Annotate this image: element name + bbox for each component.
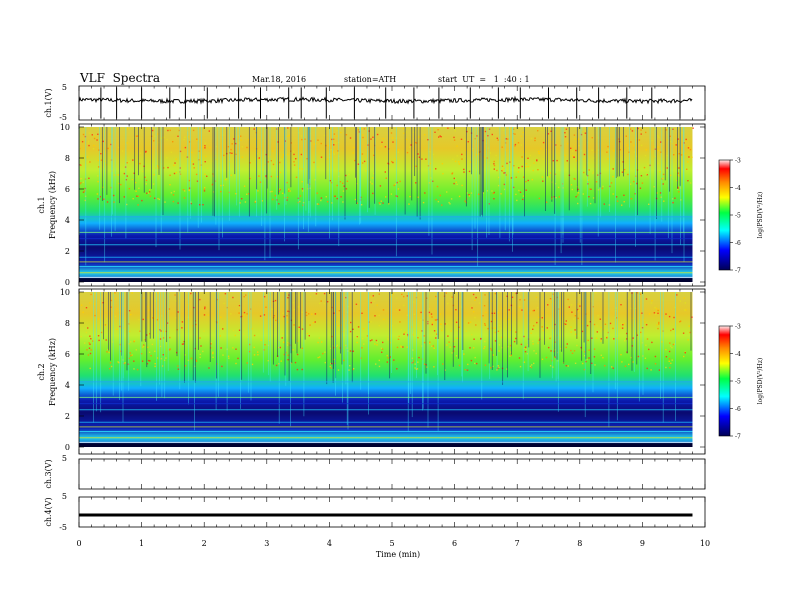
ch1-ytick-bottom: -5 [59, 113, 67, 122]
ch2-colorbar: -3 -4 -5 -6 -7 log(PSD(V²/Hz) [718, 324, 764, 441]
ch1-colorbar-label: log(PSD(V²/Hz) [757, 192, 764, 239]
colorbar-tick-label: -6 [735, 240, 741, 247]
ch1-spectrogram-texture [79, 127, 694, 282]
frequency-tick-label: 6 [65, 185, 70, 194]
frequency-tick-label: 4 [65, 381, 70, 390]
x-axis-tick-labels: 0 1 2 3 4 5 6 7 8 9 10 [76, 539, 710, 548]
colorbar-tick-label: -4 [735, 351, 741, 358]
ch3-ytick-top: 5 [62, 454, 67, 463]
ch4-ytick-top: 5 [62, 492, 67, 501]
x-tick-label: 9 [640, 539, 645, 548]
colorbar-tick-label: -3 [735, 158, 741, 165]
ch2-spec-ylabel-ch: ch.2 [37, 363, 46, 380]
frequency-tick-label: 6 [65, 350, 70, 359]
date-label: Mar.18, 2016 [252, 75, 307, 84]
x-tick-label: 4 [327, 539, 332, 548]
colorbar-tick-label: -5 [735, 213, 741, 220]
x-tick-label: 6 [452, 539, 457, 548]
frequency-tick-label: 0 [65, 443, 70, 452]
ch3-wave-ylabel: ch.3(V) [44, 459, 53, 488]
x-tick-label: 5 [389, 539, 394, 548]
x-tick-label: 0 [76, 539, 81, 548]
frequency-tick-label: 8 [65, 154, 70, 163]
panel-ch3-wave: 5 ch.3(V) [44, 454, 706, 490]
colorbar-tick-label: -5 [735, 379, 741, 386]
ch4-wave-ylabel: ch.4(V) [44, 497, 53, 526]
chart-title: VLF Spectra [80, 71, 161, 85]
panel-ch4-wave: 5 -5 ch.4(V) [44, 492, 706, 532]
x-tick-label: 7 [515, 539, 520, 548]
ch2-spectrogram-texture [79, 292, 693, 447]
colorbar-tick-label: -7 [735, 434, 741, 441]
panel-ch2-spectrogram: 0 2 4 6 8 10 ch.2 Frequency (kHz) -3 -4 -5 -6 -7 … [37, 288, 764, 455]
x-axis-label: Time (min) [376, 550, 420, 559]
x-tick-label: 10 [700, 539, 710, 548]
ch1-wave-ylabel: ch.1(V) [44, 88, 53, 117]
time-axis-ticks [78, 86, 706, 527]
panel-ch1-wave: 5 -5 ch.1(V) [44, 83, 706, 122]
x-tick-label: 2 [202, 539, 207, 548]
ch2-spec-ylabel: Frequency (kHz) [48, 338, 57, 406]
colorbar-tick-label: -4 [735, 185, 741, 192]
ch1-spec-ylabel-ch: ch.1 [37, 196, 46, 213]
ch1-spec-ylabel: Frequency (kHz) [48, 171, 57, 239]
frequency-tick-label: 10 [60, 288, 70, 297]
frequency-tick-label: 2 [65, 247, 70, 256]
frequency-tick-label: 2 [65, 412, 70, 421]
ch1-colorbar: -3 -4 -5 -6 -7 log(PSD(V²/Hz) [718, 158, 764, 275]
x-tick-label: 3 [264, 539, 269, 548]
start-time-label: start UT = 1 :40 : 1 [438, 75, 530, 84]
station-label: station=ATH [344, 75, 397, 84]
ch4-ytick-bottom: -5 [59, 523, 67, 532]
panel-ch1-spectrogram: 0 2 4 6 8 10 ch.1 Frequency (kHz) -3 -4 -5 -6 -7 … [37, 123, 764, 287]
ch1-waveform-line [78, 87, 693, 119]
colorbar-tick-label: -3 [735, 324, 741, 331]
x-tick-label: 8 [577, 539, 582, 548]
frequency-tick-label: 0 [65, 278, 70, 287]
frequency-tick-label: 10 [60, 123, 70, 132]
colorbar-tick-label: -7 [735, 268, 741, 275]
colorbar-tick-label: -6 [735, 406, 741, 413]
x-tick-label: 1 [139, 539, 144, 548]
ch1-ytick-top: 5 [62, 83, 67, 92]
ch2-colorbar-label: log(PSD(V²/Hz) [757, 358, 764, 405]
frequency-tick-label: 4 [65, 216, 70, 225]
frequency-tick-label: 8 [65, 319, 70, 328]
